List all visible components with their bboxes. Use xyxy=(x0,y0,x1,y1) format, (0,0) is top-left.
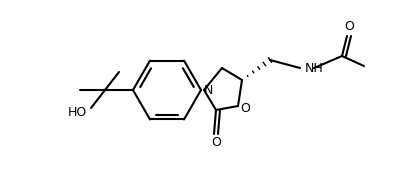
Text: O: O xyxy=(344,21,354,33)
Text: NH: NH xyxy=(305,62,324,76)
Text: HO: HO xyxy=(67,105,87,118)
Text: O: O xyxy=(211,136,221,150)
Text: N: N xyxy=(203,84,213,96)
Text: O: O xyxy=(240,101,250,115)
